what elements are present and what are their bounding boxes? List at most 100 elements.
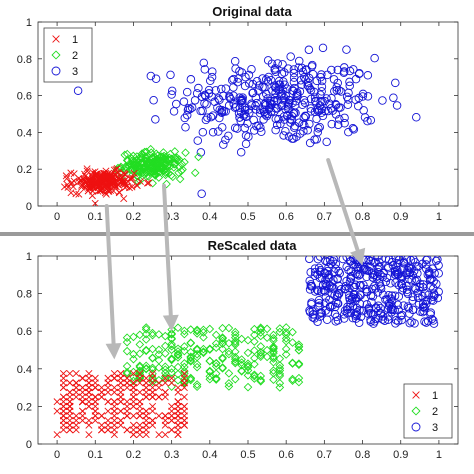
point-series-3 — [359, 280, 368, 290]
point-series-1 — [59, 379, 67, 387]
point-series-3 — [428, 296, 438, 305]
point-series-3 — [245, 79, 254, 88]
point-series-3 — [294, 56, 304, 66]
point-series-3 — [379, 268, 388, 278]
x-tick-label: 0.6 — [279, 449, 294, 461]
point-series-2 — [137, 149, 147, 158]
point-series-1 — [142, 431, 150, 439]
point-series-3 — [241, 139, 251, 149]
point-series-3 — [289, 86, 298, 96]
point-series-2 — [218, 339, 227, 348]
point-series-2 — [154, 345, 164, 355]
point-series-3 — [351, 311, 360, 321]
point-series-2 — [167, 325, 176, 334]
point-series-1 — [149, 393, 157, 401]
point-series-2 — [237, 355, 246, 364]
point-series-1 — [168, 379, 176, 387]
point-series-1 — [114, 174, 122, 182]
point-series-2 — [230, 374, 240, 384]
legend-marker-2 — [51, 50, 61, 60]
point-series-1 — [180, 379, 188, 387]
point-series-2 — [256, 324, 266, 334]
point-series-3 — [314, 286, 323, 296]
y-tick-label: 1 — [26, 17, 32, 29]
point-series-3 — [337, 284, 346, 294]
point-series-3 — [388, 261, 398, 270]
point-series-2 — [150, 164, 159, 173]
point-series-3 — [431, 256, 441, 266]
point-series-3 — [341, 281, 350, 291]
point-series-1 — [115, 188, 123, 196]
point-series-1 — [92, 181, 100, 189]
point-series-3 — [390, 291, 400, 301]
point-series-2 — [186, 374, 196, 383]
point-series-1 — [77, 178, 85, 186]
point-series-1 — [155, 431, 163, 439]
point-series-3 — [271, 125, 280, 135]
x-tick-label: 1 — [436, 211, 442, 223]
point-series-1 — [142, 407, 150, 415]
point-series-2 — [135, 362, 145, 372]
point-series-3 — [330, 309, 340, 319]
point-series-3 — [179, 97, 189, 106]
point-series-1 — [70, 177, 78, 185]
point-series-3 — [412, 275, 421, 284]
point-series-1 — [129, 369, 137, 378]
point-series-3 — [305, 138, 315, 148]
point-series-2 — [269, 348, 278, 358]
point-series-3 — [402, 256, 412, 264]
point-series-3 — [396, 311, 406, 321]
point-series-3 — [307, 298, 316, 307]
point-series-3 — [217, 84, 226, 94]
point-series-3 — [207, 92, 216, 101]
point-series-3 — [368, 273, 378, 282]
point-series-3 — [380, 316, 390, 325]
point-series-2 — [154, 375, 164, 385]
marks-rescaled — [53, 256, 443, 439]
point-series-3 — [236, 148, 246, 157]
point-series-3 — [362, 272, 371, 282]
point-series-2 — [181, 148, 190, 158]
point-series-1 — [83, 165, 91, 173]
point-series-1 — [143, 179, 151, 187]
point-series-3 — [423, 256, 432, 264]
point-series-3 — [340, 67, 349, 76]
point-series-2 — [163, 160, 173, 170]
point-series-1 — [110, 398, 118, 406]
mapping-arrow — [326, 158, 366, 266]
point-series-2 — [136, 158, 145, 168]
point-series-2 — [175, 174, 185, 184]
point-series-1 — [104, 416, 112, 425]
point-series-1 — [79, 374, 87, 382]
point-series-3 — [219, 140, 228, 149]
point-series-1 — [136, 374, 144, 382]
point-series-1 — [66, 388, 74, 396]
point-series-2 — [211, 374, 221, 383]
point-series-2 — [237, 366, 246, 376]
point-series-1 — [104, 407, 112, 415]
point-series-1 — [149, 421, 157, 429]
point-series-3 — [393, 317, 403, 326]
point-series-3 — [203, 113, 212, 122]
point-series-3 — [359, 264, 369, 274]
point-series-1 — [98, 393, 106, 401]
legend-label-3: 3 — [72, 66, 78, 78]
point-series-1 — [145, 179, 153, 187]
point-series-2 — [218, 344, 227, 354]
x-tick-label: 0.1 — [88, 211, 103, 223]
point-series-3 — [346, 274, 356, 284]
point-series-3 — [358, 92, 367, 101]
point-series-3 — [382, 295, 392, 304]
point-series-3 — [287, 134, 297, 143]
point-series-2 — [167, 354, 176, 363]
point-series-3 — [366, 317, 375, 326]
point-series-3 — [308, 60, 317, 70]
point-series-2 — [218, 333, 227, 342]
point-series-2 — [167, 339, 176, 349]
point-series-3 — [233, 124, 242, 133]
point-series-3 — [182, 87, 192, 97]
point-series-3 — [213, 103, 222, 112]
point-series-1 — [83, 167, 91, 175]
legend-rescaled: 1 2 3 — [403, 383, 453, 439]
point-series-1 — [105, 178, 113, 186]
